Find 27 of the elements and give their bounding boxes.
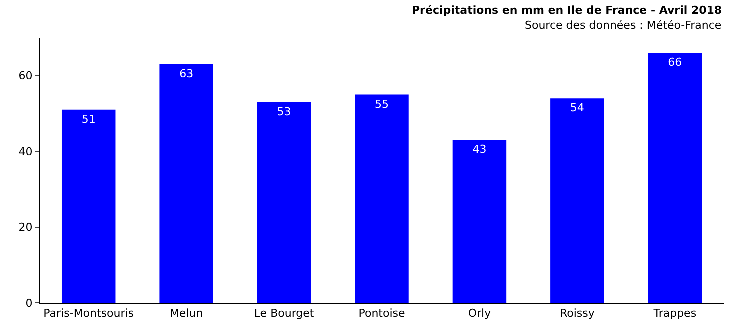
x-tick-label: Le Bourget (254, 307, 315, 320)
y-tick-label: 20 (18, 221, 33, 234)
data-label: 54 (570, 102, 584, 115)
data-label: 55 (375, 98, 389, 111)
x-tick-label: Trappes (652, 307, 697, 320)
y-tick-label: 40 (18, 145, 33, 158)
data-label: 51 (82, 112, 96, 126)
x-tick-label: Paris-Montsouris (44, 307, 134, 320)
data-label: 63 (180, 68, 194, 80)
x-tick-label: Pontoise (358, 307, 406, 320)
bar (452, 140, 507, 303)
y-tick-label: 60 (18, 70, 33, 83)
y-tick-label: 0 (26, 296, 33, 310)
x-tick-label: Melun (170, 307, 204, 320)
chart-title: Précipitations en mm en Ile de France - Avril 2018 (412, 4, 722, 17)
data-label: 66 (668, 56, 682, 70)
bar (648, 53, 702, 303)
x-tick-label: Orly (468, 307, 492, 320)
bar (355, 94, 409, 303)
chart-subtitle: Source des données : Météo-France (525, 19, 722, 32)
x-tick-label: Roissy (560, 307, 596, 320)
bar (550, 98, 604, 303)
data-label: 43 (472, 143, 487, 156)
data-label: 53 (277, 105, 292, 118)
bar (160, 64, 214, 303)
bar (257, 102, 312, 303)
bar (62, 110, 116, 303)
